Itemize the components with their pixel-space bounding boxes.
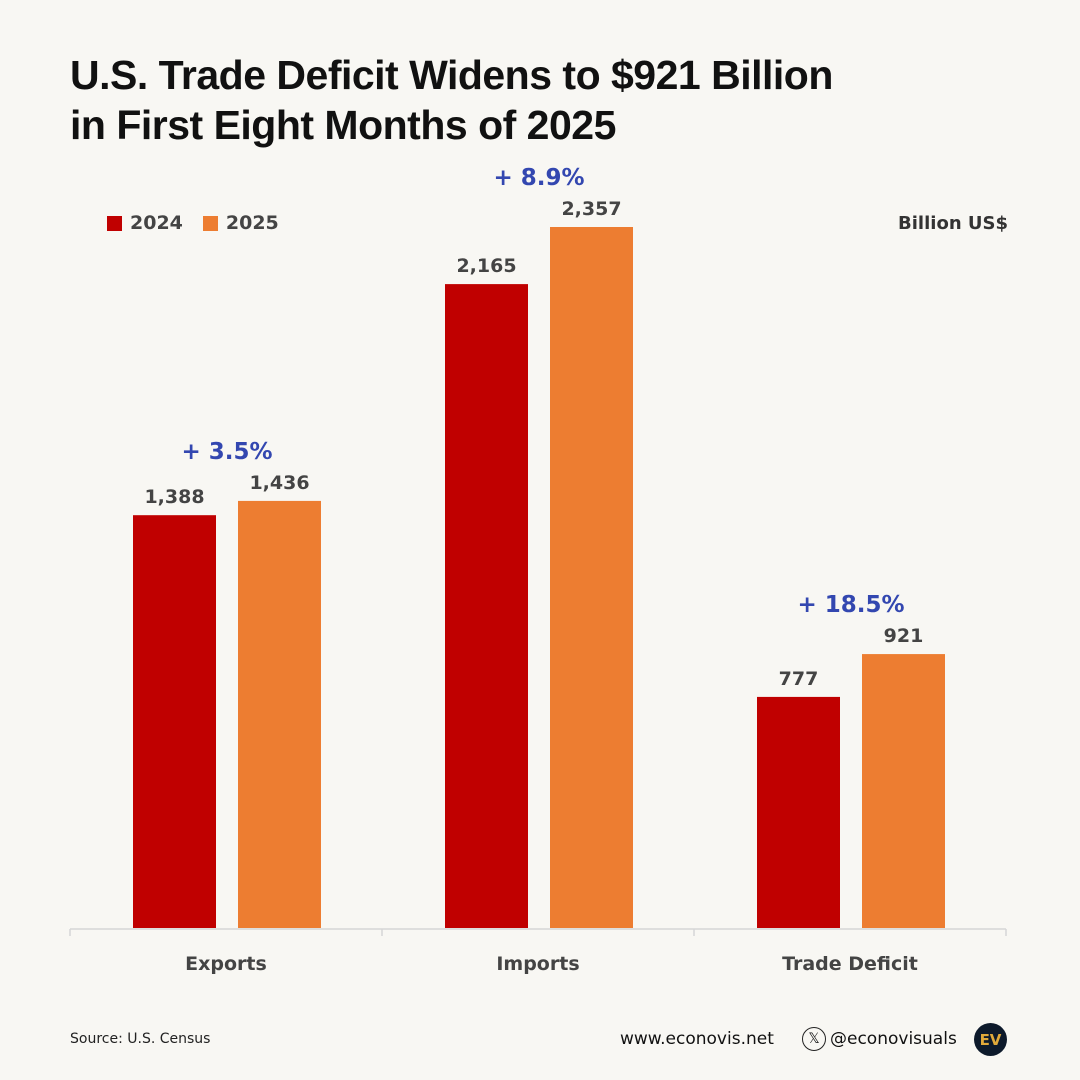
change-annotation: + 18.5% <box>797 592 904 618</box>
data-label: 1,436 <box>249 472 309 494</box>
change-annotation: + 3.5% <box>181 439 272 465</box>
legend-item-2024: 2024 <box>107 212 183 234</box>
unit-label: Billion US$ <box>898 213 1008 234</box>
x-tick-label: Exports <box>185 953 267 975</box>
x-tick-label: Imports <box>496 953 579 975</box>
handle-text: @econovisuals <box>830 1029 957 1049</box>
legend-label: 2024 <box>130 212 183 234</box>
data-label: 777 <box>779 668 819 690</box>
source-text: Source: U.S. Census <box>70 1031 211 1047</box>
data-label: 2,165 <box>456 255 516 277</box>
legend-label: 2025 <box>225 212 279 234</box>
legend: 2024 2025 <box>107 212 279 234</box>
title-line-1: U.S. Trade Deficit Widens to $921 Billio… <box>70 52 833 98</box>
legend-item-2025: 2025 <box>202 212 279 234</box>
legend-swatch <box>107 215 122 231</box>
bar-2025-exports <box>238 500 321 928</box>
chart-title: U.S. Trade Deficit Widens to $921 Billio… <box>70 50 833 150</box>
legend-swatch <box>202 215 218 231</box>
data-label: 2,357 <box>561 198 621 220</box>
title-line-2: in First Eight Months of 2025 <box>70 102 616 148</box>
bar-2024-trade-deficit <box>757 696 840 928</box>
data-label: 921 <box>884 625 924 647</box>
bar-2024-exports <box>133 515 216 928</box>
x-tick-label: Trade Deficit <box>782 953 918 975</box>
data-label: 1,388 <box>144 486 204 508</box>
bar-2025-imports <box>550 227 633 928</box>
social-handle[interactable]: 𝕏 @econovisuals <box>802 1027 957 1051</box>
bar-2024-imports <box>445 284 528 928</box>
x-logo-icon: 𝕏 <box>802 1027 826 1051</box>
bar-2025-trade-deficit <box>862 654 945 928</box>
brand-logo: EV <box>974 1023 1007 1056</box>
change-annotation: + 8.9% <box>493 165 584 191</box>
website-link[interactable]: www.econovis.net <box>620 1029 774 1049</box>
